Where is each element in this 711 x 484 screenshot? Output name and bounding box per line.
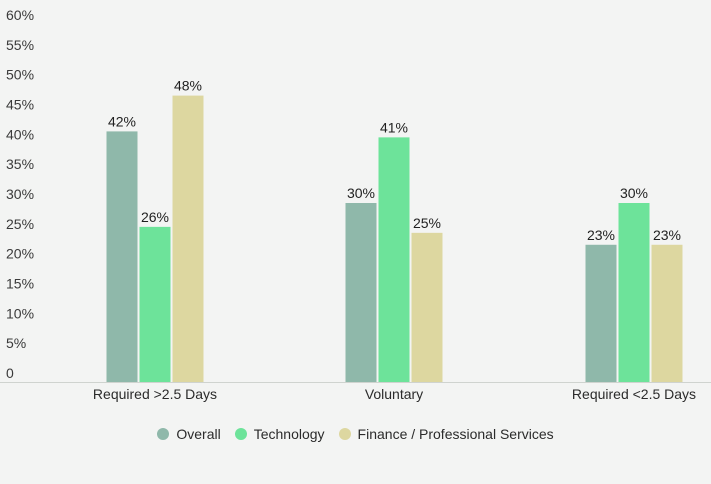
y-tick-label: 35% <box>6 156 34 172</box>
y-tick-label: 10% <box>6 305 34 321</box>
y-tick-label: 5% <box>6 335 26 351</box>
legend-swatch-technology <box>234 428 247 440</box>
bar-technology-0 <box>139 226 171 382</box>
bar-overall-1 <box>345 203 377 382</box>
data-label: 30% <box>620 185 648 201</box>
legend: Overall Technology Finance / Professiona… <box>0 426 711 442</box>
bar-finance-professional-services-1 <box>411 232 443 382</box>
y-axis: 0 5% 10% 15% 20% 25% 30% 35% 40% 45% 50% 55% 60% <box>6 7 34 381</box>
bar-overall-2 <box>585 244 617 382</box>
legend-item-technology: Technology <box>234 426 325 442</box>
legend-item-overall: Overall <box>157 426 221 442</box>
legend-label-overall: Overall <box>176 426 221 442</box>
data-label: 23% <box>587 227 615 243</box>
y-tick-label: 40% <box>6 126 34 142</box>
data-label: 23% <box>653 227 681 243</box>
x-category-label: Required <2.5 Days <box>572 386 696 402</box>
y-tick-label: 45% <box>6 97 34 113</box>
bar-overall-0 <box>106 131 138 382</box>
legend-item-finance: Finance / Professional Services <box>338 426 554 442</box>
bar-finance-professional-services-2 <box>651 244 683 382</box>
data-label: 41% <box>380 119 408 135</box>
legend-label-technology: Technology <box>253 426 325 442</box>
y-tick-label: 60% <box>6 7 34 23</box>
bars-group: 42% 26% 48% 30% 41% 25% 23% 30% 23% <box>106 78 683 382</box>
y-tick-label: 0 <box>6 365 14 381</box>
y-tick-label: 20% <box>6 246 34 262</box>
x-category-label: Required >2.5 Days <box>93 386 217 402</box>
x-axis-labels: Required >2.5 Days Voluntary Required <2.5… <box>93 386 696 402</box>
legend-swatch-overall <box>157 428 170 440</box>
bar-finance-professional-services-0 <box>172 95 204 382</box>
y-tick-label: 30% <box>6 186 34 202</box>
legend-label-finance: Finance / Professional Services <box>357 426 554 442</box>
y-tick-label: 55% <box>6 37 34 53</box>
data-label: 48% <box>174 78 202 94</box>
legend-swatch-finance <box>338 428 351 440</box>
y-tick-label: 50% <box>6 67 34 83</box>
bar-technology-1 <box>378 137 410 382</box>
y-tick-label: 15% <box>6 276 34 292</box>
bar-technology-2 <box>618 203 650 382</box>
data-label: 25% <box>413 215 441 231</box>
y-tick-label: 25% <box>6 216 34 232</box>
x-category-label: Voluntary <box>365 386 423 402</box>
data-label: 30% <box>347 185 375 201</box>
data-label: 26% <box>141 209 169 225</box>
data-label: 42% <box>108 113 136 129</box>
